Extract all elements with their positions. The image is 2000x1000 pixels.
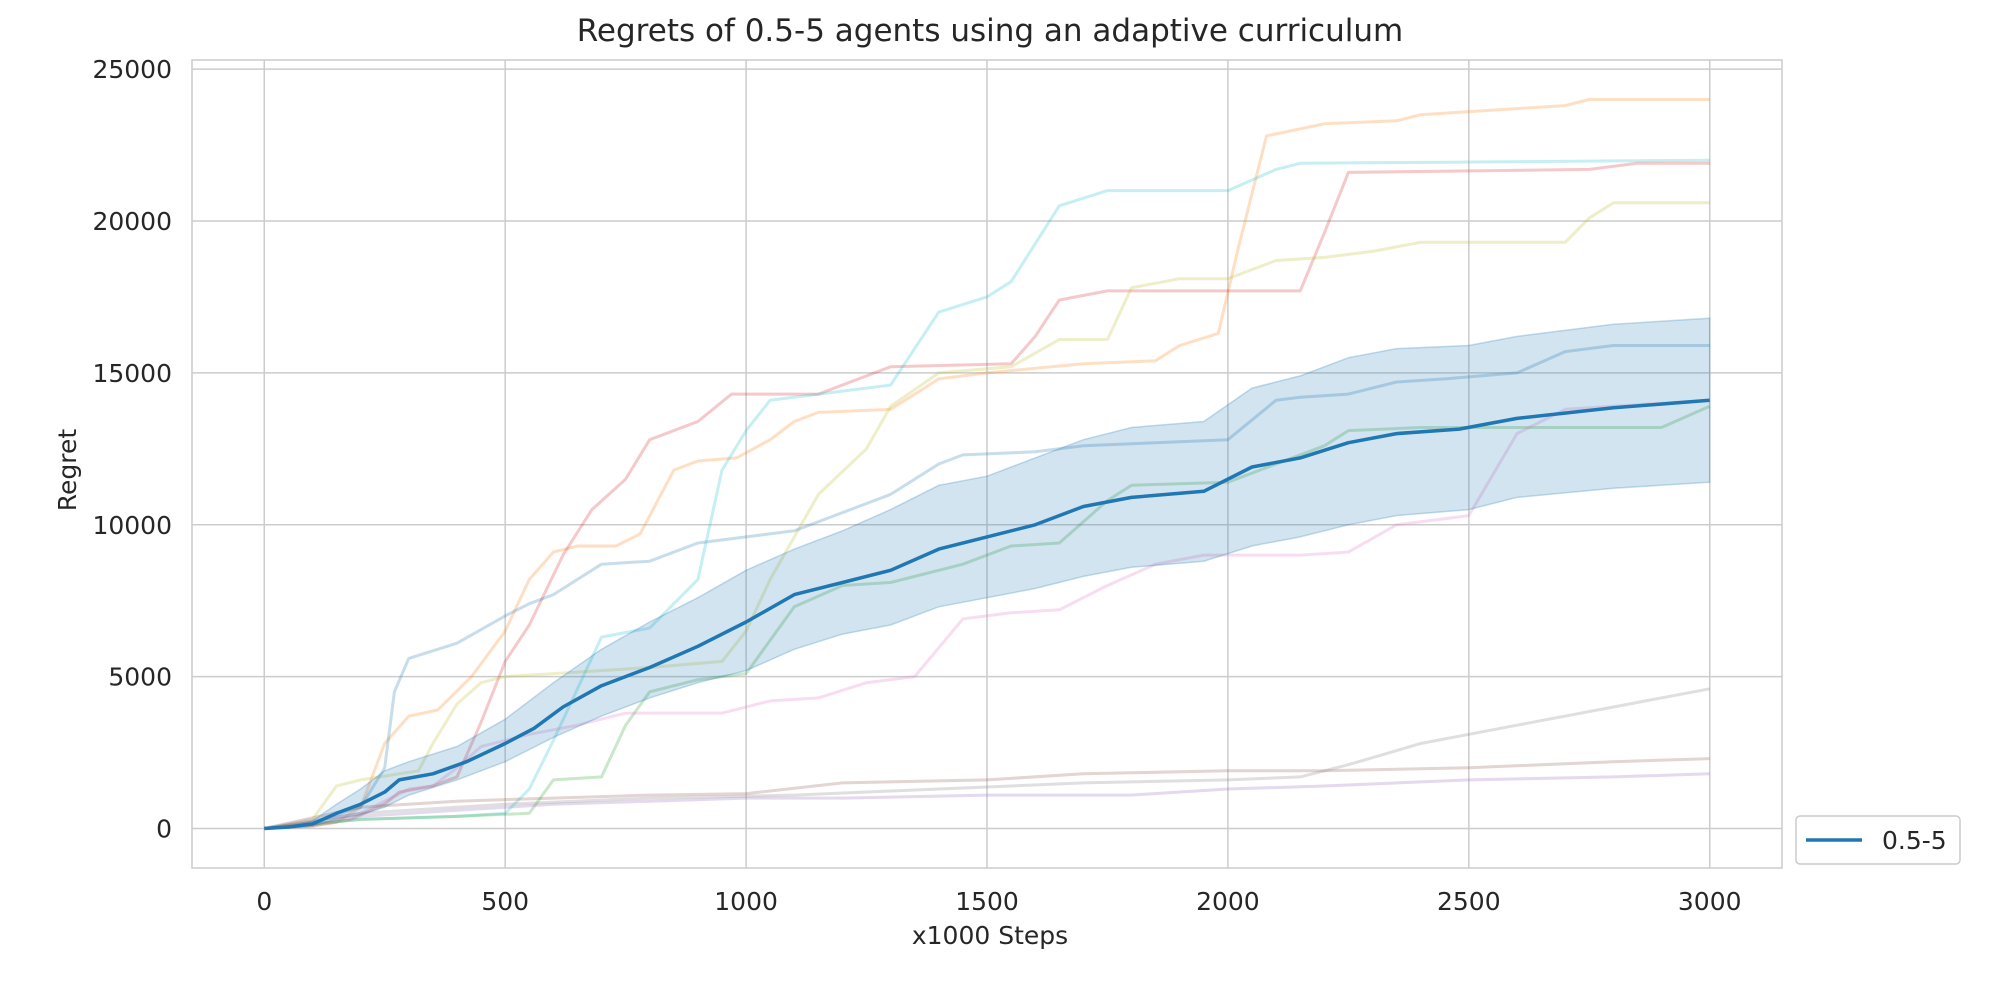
x-tick-label-1000: 1000 <box>714 887 778 916</box>
x-tick-label-2500: 2500 <box>1437 887 1501 916</box>
x-tick-label-1500: 1500 <box>955 887 1019 916</box>
run-line-6 <box>264 404 1711 830</box>
legend-label-0.5-5: 0.5-5 <box>1882 826 1947 855</box>
y-tick-label-25000: 25000 <box>92 55 172 84</box>
y-tick-label-10000: 10000 <box>92 511 172 540</box>
x-tick-label-500: 500 <box>481 887 529 916</box>
run-line-7 <box>264 398 1710 830</box>
run-line-2 <box>264 161 1710 830</box>
legend: 0.5-5 <box>1795 815 1961 865</box>
run-line-8 <box>263 757 1710 830</box>
y-tick-label-20000: 20000 <box>92 207 172 236</box>
individual-runs <box>263 98 1711 830</box>
run-line-1 <box>264 98 1710 830</box>
y-tick-label-5000: 5000 <box>108 663 172 692</box>
x-tick-label-2000: 2000 <box>1196 887 1260 916</box>
chart-title: Regrets of 0.5-5 agents using an adaptiv… <box>577 13 1403 49</box>
run-line-4 <box>264 201 1710 830</box>
run-line-10 <box>264 687 1710 830</box>
y-tick-label-0: 0 <box>156 815 172 844</box>
x-tick-labels: 0 500 1000 1500 2000 2500 3000 <box>256 887 1741 916</box>
y-tick-label-15000: 15000 <box>92 359 172 388</box>
run-line-5 <box>264 344 1710 830</box>
run-line-9 <box>264 772 1710 830</box>
mean-line <box>264 398 1710 831</box>
x-tick-label-0: 0 <box>256 887 272 916</box>
grid <box>192 60 1782 868</box>
plot-frame <box>191 59 1783 869</box>
x-tick-label-3000: 3000 <box>1678 887 1742 916</box>
legend-box <box>1795 815 1961 865</box>
run-line-3 <box>264 158 1710 830</box>
x-axis-label: x1000 Steps <box>912 921 1068 950</box>
y-axis-label: Regret <box>53 429 82 512</box>
y-tick-labels: 0 5000 10000 15000 20000 25000 <box>92 55 172 843</box>
mean-series-0.5-5 <box>264 398 1710 831</box>
